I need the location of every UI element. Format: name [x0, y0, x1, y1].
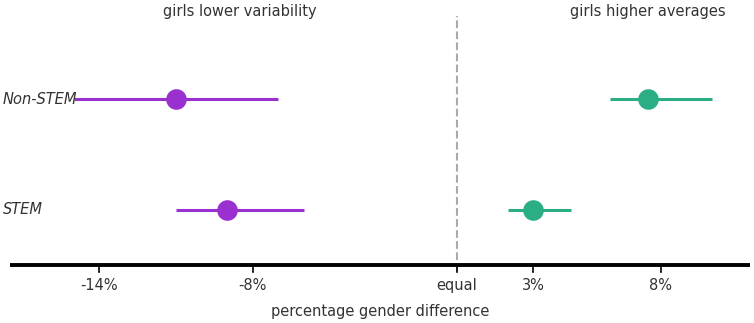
- Point: [221, 207, 233, 213]
- Text: girls lower variability: girls lower variability: [163, 4, 317, 19]
- Text: Non-STEM: Non-STEM: [2, 91, 77, 107]
- Point: [170, 97, 182, 102]
- Point: [642, 97, 654, 102]
- Text: STEM: STEM: [2, 202, 42, 217]
- Text: girls higher averages: girls higher averages: [570, 4, 725, 19]
- X-axis label: percentage gender difference: percentage gender difference: [271, 304, 489, 319]
- Point: [527, 207, 539, 213]
